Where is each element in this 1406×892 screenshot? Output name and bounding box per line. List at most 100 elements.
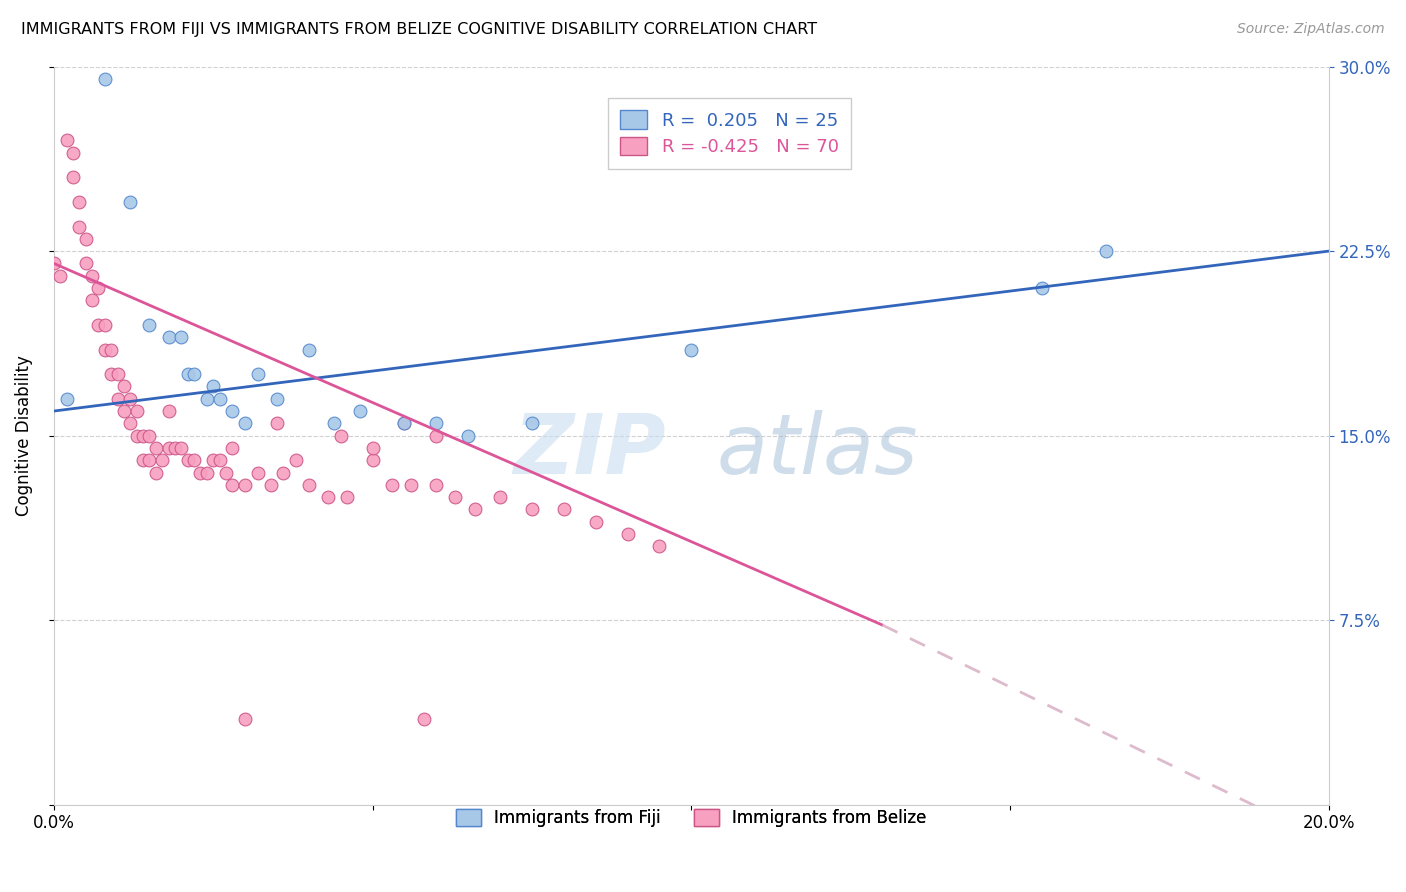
Point [125,404,148,418]
Point [163,441,186,455]
Point [336,490,359,504]
Point [80,268,103,283]
Point [94,318,117,332]
Point [157,404,180,418]
Point [145,466,167,480]
Point [399,478,422,492]
Point [463,502,485,516]
Point [183,367,205,381]
Point [221,404,243,418]
Point [75,232,97,246]
Point [285,453,308,467]
Point [94,343,117,357]
Point [394,417,416,431]
Point [316,490,339,504]
Point [215,466,238,480]
Point [112,404,135,418]
Point [457,428,479,442]
Point [42,256,65,270]
Point [323,417,346,431]
Point [208,453,231,467]
Point [176,367,198,381]
Point [349,404,371,418]
Point [49,268,72,283]
Point [1031,281,1053,295]
Point [120,194,142,209]
Point [520,417,543,431]
Point [87,281,110,295]
Point [616,527,638,541]
Point [233,417,256,431]
Text: Source: ZipAtlas.com: Source: ZipAtlas.com [1237,22,1385,37]
Point [553,502,575,516]
Point [681,343,703,357]
Legend: Immigrants from Fiji, Immigrants from Belize: Immigrants from Fiji, Immigrants from Be… [446,798,936,837]
Point [221,478,243,492]
Point [412,712,434,726]
Point [425,428,447,442]
Point [221,441,243,455]
Point [298,343,321,357]
Point [585,515,607,529]
Point [233,712,256,726]
Point [190,466,212,480]
Point [170,330,193,344]
Point [266,417,288,431]
Text: IMMIGRANTS FROM FIJI VS IMMIGRANTS FROM BELIZE COGNITIVE DISABILITY CORRELATION : IMMIGRANTS FROM FIJI VS IMMIGRANTS FROM … [21,22,817,37]
Point [87,318,110,332]
Point [145,441,167,455]
Point [183,453,205,467]
Point [120,392,142,406]
Point [80,293,103,308]
Point [520,502,543,516]
Point [120,417,142,431]
Point [246,466,269,480]
Point [138,428,160,442]
Text: atlas: atlas [717,410,918,491]
Point [138,318,160,332]
Point [208,392,231,406]
Point [176,453,198,467]
Point [157,441,180,455]
Point [170,441,193,455]
Point [107,367,129,381]
Point [259,478,281,492]
Point [62,145,84,160]
Point [132,453,155,467]
Point [62,170,84,185]
Point [67,219,90,234]
Point [329,428,352,442]
Point [233,478,256,492]
Point [202,453,225,467]
Point [107,392,129,406]
Point [55,133,77,147]
Point [425,417,447,431]
Point [55,392,77,406]
Point [444,490,467,504]
Point [271,466,294,480]
Point [75,256,97,270]
Point [94,71,117,86]
Point [394,417,416,431]
Y-axis label: Cognitive Disability: Cognitive Disability [15,355,32,516]
Point [381,478,404,492]
Point [112,379,135,393]
Point [361,453,384,467]
Point [67,194,90,209]
Point [246,367,269,381]
Point [132,428,155,442]
Point [100,343,122,357]
Point [202,379,225,393]
Point [361,441,384,455]
Point [157,330,180,344]
Point [1094,244,1116,259]
Point [648,540,671,554]
Point [150,453,173,467]
Point [266,392,288,406]
Point [298,478,321,492]
Point [138,453,160,467]
Text: ZIP: ZIP [513,410,666,491]
Point [425,478,447,492]
Point [125,428,148,442]
Point [489,490,512,504]
